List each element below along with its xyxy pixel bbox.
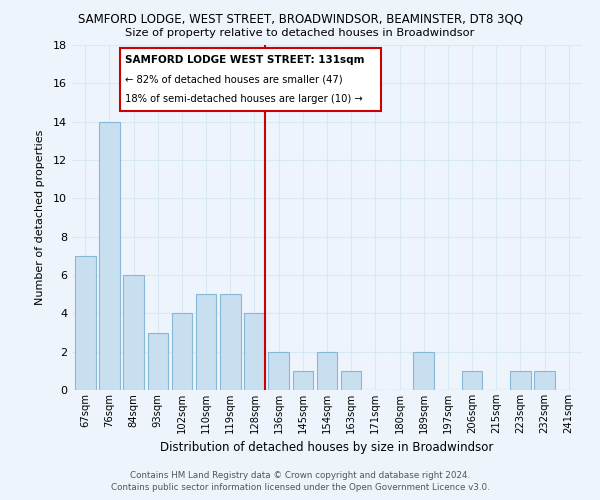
Bar [268, 352, 289, 390]
Text: Contains HM Land Registry data © Crown copyright and database right 2024.
Contai: Contains HM Land Registry data © Crown c… [110, 471, 490, 492]
FancyBboxPatch shape [121, 48, 382, 111]
Text: ← 82% of detached houses are smaller (47): ← 82% of detached houses are smaller (47… [125, 74, 343, 85]
Text: SAMFORD LODGE WEST STREET: 131sqm: SAMFORD LODGE WEST STREET: 131sqm [125, 54, 365, 64]
Bar [148, 332, 168, 390]
Bar [317, 352, 337, 390]
Bar [510, 371, 530, 390]
Bar [413, 352, 434, 390]
Bar [220, 294, 241, 390]
Bar [341, 371, 361, 390]
Bar [196, 294, 217, 390]
Bar [244, 314, 265, 390]
Text: 18% of semi-detached houses are larger (10) →: 18% of semi-detached houses are larger (… [125, 94, 363, 104]
Bar [534, 371, 555, 390]
Bar [293, 371, 313, 390]
X-axis label: Distribution of detached houses by size in Broadwindsor: Distribution of detached houses by size … [160, 442, 494, 454]
Text: SAMFORD LODGE, WEST STREET, BROADWINDSOR, BEAMINSTER, DT8 3QQ: SAMFORD LODGE, WEST STREET, BROADWINDSOR… [77, 12, 523, 26]
Bar [172, 314, 192, 390]
Text: Size of property relative to detached houses in Broadwindsor: Size of property relative to detached ho… [125, 28, 475, 38]
Bar [462, 371, 482, 390]
Bar [99, 122, 120, 390]
Bar [75, 256, 95, 390]
Y-axis label: Number of detached properties: Number of detached properties [35, 130, 44, 305]
Bar [124, 275, 144, 390]
